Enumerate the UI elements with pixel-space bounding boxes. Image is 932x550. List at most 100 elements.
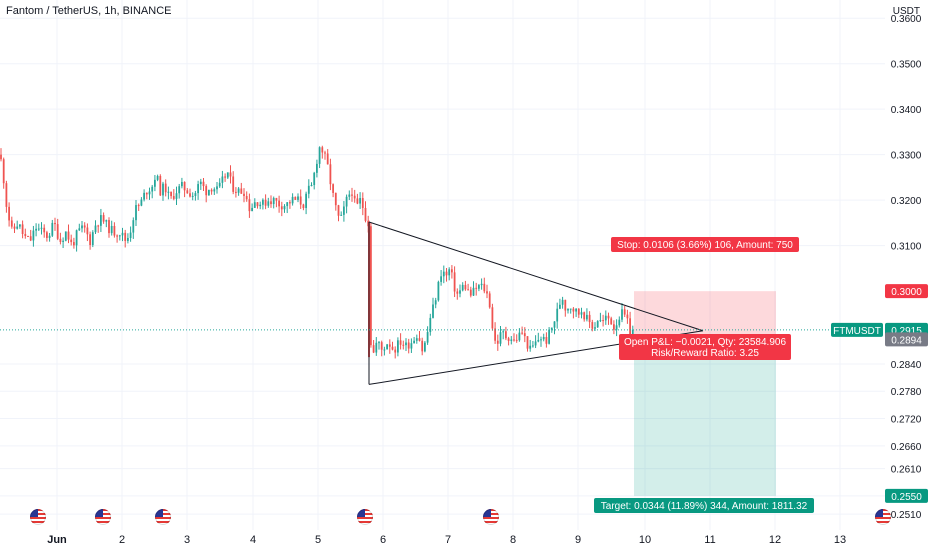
candle-body — [159, 175, 162, 196]
candle-body — [67, 231, 70, 240]
candle-body — [383, 349, 386, 351]
candle-body — [299, 196, 302, 205]
candle-body — [364, 207, 367, 221]
candle-body — [216, 186, 218, 190]
y-tick-label: 0.3200 — [891, 196, 922, 207]
candle-body — [19, 224, 21, 227]
candle-body — [243, 193, 245, 197]
target-price-badge-text: 0.2550 — [891, 492, 922, 503]
candle-body — [521, 332, 523, 334]
candle-body — [37, 228, 40, 230]
candle-body — [0, 154, 2, 160]
candle-body — [388, 344, 391, 347]
candle-body — [208, 189, 210, 196]
candle-body — [264, 199, 267, 206]
y-tick-label: 0.3600 — [891, 14, 922, 25]
candle-body — [240, 188, 243, 194]
candle-body — [556, 308, 559, 322]
candle-body — [89, 234, 91, 245]
entry-price-badge-bg — [885, 332, 928, 347]
candle-body — [415, 338, 418, 341]
y-tick-label: 0.2720 — [891, 415, 922, 426]
candle-body — [345, 196, 348, 207]
candle-body — [259, 204, 262, 207]
candle-body — [181, 181, 183, 187]
us-flag-icon[interactable] — [30, 509, 46, 525]
candle-body — [529, 345, 532, 349]
us-flag-icon[interactable] — [155, 509, 171, 525]
candle-body — [480, 283, 483, 286]
candle-body — [502, 331, 505, 333]
candle-body — [426, 332, 429, 343]
stop-label-bg — [611, 237, 799, 252]
candle-body — [202, 181, 205, 187]
candle-body — [194, 193, 197, 196]
candle-body — [191, 195, 194, 197]
candle-body — [380, 342, 383, 350]
candle-body — [510, 339, 513, 341]
candle-body — [542, 337, 545, 340]
candle-body — [21, 224, 24, 234]
candle-body — [478, 285, 480, 289]
candle-body — [291, 196, 294, 204]
candle-body — [256, 202, 259, 207]
candle-body — [432, 304, 434, 318]
candle-body — [577, 308, 580, 315]
candle-body — [329, 164, 332, 185]
pnl-label-text: Risk/Reward Ratio: 3.25 — [651, 348, 759, 359]
candle-body — [483, 283, 486, 292]
candle-body — [145, 192, 148, 195]
candle-body — [27, 236, 29, 238]
stop-price-badge-bg — [885, 284, 928, 299]
us-flag-icon[interactable] — [95, 509, 111, 525]
entry-price-badge: 0.2894 — [885, 332, 928, 347]
x-tick-label: 7 — [445, 534, 451, 546]
candle-body — [310, 185, 313, 187]
target-price-badge-bg — [885, 488, 928, 503]
candle-body — [316, 163, 318, 173]
candle-body — [54, 222, 56, 225]
candle-body — [78, 228, 81, 231]
candle-body — [348, 194, 351, 197]
candle-body — [488, 293, 491, 308]
candle-body — [602, 320, 604, 322]
candle-body — [464, 284, 467, 290]
candle-body — [586, 314, 588, 320]
candle-body — [16, 226, 19, 229]
candle-body — [615, 325, 618, 330]
candle-body — [372, 345, 375, 353]
candle-body — [305, 193, 307, 208]
candle-body — [127, 237, 129, 241]
candle-body — [475, 287, 478, 289]
symbol-tag-text: FTMUSDT — [833, 326, 881, 337]
candle-body — [64, 231, 67, 241]
candle-body — [518, 332, 521, 341]
pnl-label: Open P&L: −0.0021, Qty: 23584.906Risk/Re… — [619, 334, 791, 360]
candle-body — [378, 342, 380, 344]
us-flag-icon[interactable] — [483, 509, 499, 525]
candle-body — [618, 319, 621, 326]
candle-body — [280, 206, 283, 210]
candle-body — [559, 304, 561, 309]
candle-body — [105, 220, 108, 222]
candle-body — [148, 191, 151, 195]
candle-body — [353, 195, 356, 199]
candle-body — [10, 220, 13, 227]
us-flag-icon[interactable] — [875, 509, 891, 525]
candle-body — [424, 342, 426, 352]
candle-body — [442, 271, 445, 277]
candle-body — [537, 339, 540, 342]
candle-body — [297, 196, 299, 200]
pnl-label-bg — [619, 334, 791, 360]
candle-body — [515, 339, 518, 341]
candle-body — [326, 153, 329, 165]
grid — [0, 0, 885, 530]
candle-body — [24, 233, 27, 237]
candle-body — [523, 333, 526, 337]
candle-body — [413, 340, 415, 344]
candle-body — [391, 346, 394, 350]
candle-body — [278, 200, 280, 207]
us-flag-icon[interactable] — [357, 509, 373, 525]
triangle-upper-line — [368, 221, 704, 332]
